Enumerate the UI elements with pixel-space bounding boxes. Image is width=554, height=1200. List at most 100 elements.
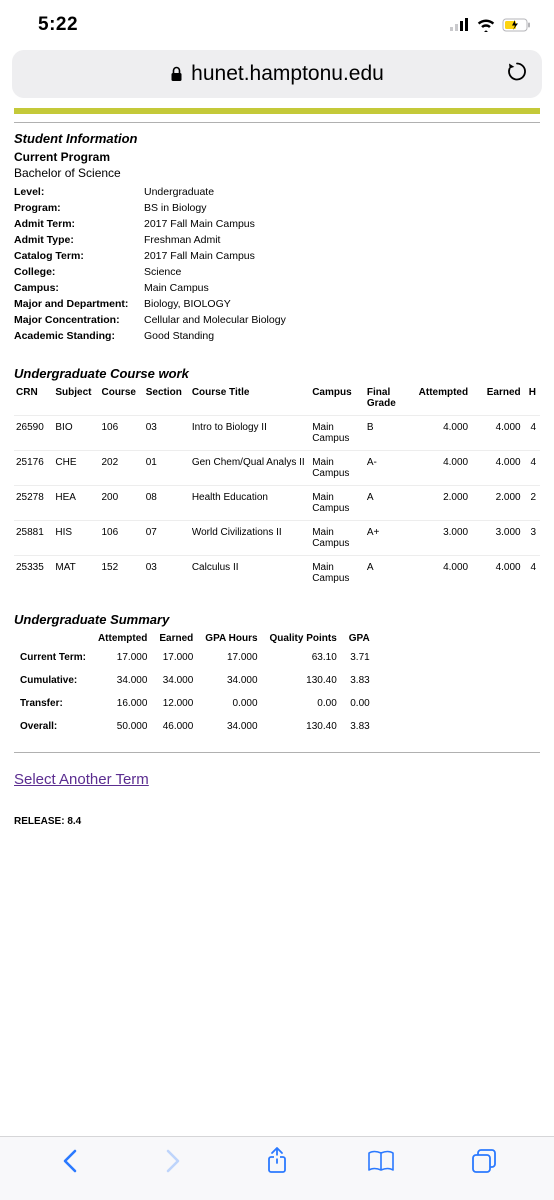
- status-bar: 5:22: [0, 0, 554, 44]
- cell: 152: [99, 556, 143, 591]
- table-header-row: AttemptedEarnedGPA HoursQuality PointsGP…: [14, 631, 376, 646]
- refresh-icon: [506, 61, 528, 83]
- cell: 07: [144, 521, 190, 556]
- col-header: Attempted: [92, 631, 153, 646]
- info-row: Catalog Term:2017 Fall Main Campus: [14, 248, 540, 264]
- status-icons: [450, 18, 532, 32]
- info-value: Science: [144, 264, 540, 280]
- release-label: RELEASE: 8.4: [14, 816, 540, 827]
- info-label: Admit Term:: [14, 216, 144, 232]
- cell: Overall:: [14, 715, 92, 738]
- cell: 202: [99, 451, 143, 486]
- url-bar[interactable]: hunet.hamptonu.edu: [12, 50, 542, 98]
- tabs-icon: [470, 1148, 498, 1174]
- info-label: Academic Standing:: [14, 328, 144, 344]
- url-bar-wrap: hunet.hamptonu.edu: [0, 44, 554, 108]
- table-row: 25176CHE20201Gen Chem/Qual Analys IIMain…: [14, 451, 540, 486]
- cell: 01: [144, 451, 190, 486]
- cell: 50.000: [92, 715, 153, 738]
- cell: A: [365, 486, 409, 521]
- summary-title: Undergraduate Summary: [14, 612, 540, 627]
- share-button[interactable]: [255, 1139, 299, 1183]
- info-value: Main Campus: [144, 280, 540, 296]
- cell: 4.000: [409, 451, 472, 486]
- page-content: Student Information Current Program Bach…: [0, 108, 554, 827]
- cell: 0.00: [264, 692, 343, 715]
- info-row: Admit Term:2017 Fall Main Campus: [14, 216, 540, 232]
- cell: 17.000: [153, 646, 199, 669]
- cell: 26590: [14, 416, 53, 451]
- current-program-label: Current Program: [14, 150, 540, 164]
- cell: 63.10: [264, 646, 343, 669]
- cell: 106: [99, 416, 143, 451]
- col-header: Earned: [472, 385, 525, 416]
- cell: 3: [525, 521, 540, 556]
- info-value: Freshman Admit: [144, 232, 540, 248]
- info-label: Campus:: [14, 280, 144, 296]
- cell: 16.000: [92, 692, 153, 715]
- info-row: Level:Undergraduate: [14, 184, 540, 200]
- cell: A+: [365, 521, 409, 556]
- cell: Transfer:: [14, 692, 92, 715]
- cell: 200: [99, 486, 143, 521]
- cell: Main Campus: [310, 451, 365, 486]
- table-row: Overall:50.00046.00034.000130.403.83: [14, 715, 376, 738]
- cell: HIS: [53, 521, 99, 556]
- info-label: Major Concentration:: [14, 312, 144, 328]
- col-header: Campus: [310, 385, 365, 416]
- table-row: Transfer:16.00012.0000.0000.000.00: [14, 692, 376, 715]
- table-row: Cumulative:34.00034.00034.000130.403.83: [14, 669, 376, 692]
- chevron-left-icon: [61, 1148, 79, 1174]
- info-row: Major and Department:Biology, BIOLOGY: [14, 296, 540, 312]
- cell: 08: [144, 486, 190, 521]
- cell: Intro to Biology II: [190, 416, 310, 451]
- info-row: Campus:Main Campus: [14, 280, 540, 296]
- wifi-icon: [476, 18, 496, 32]
- bookmarks-button[interactable]: [359, 1139, 403, 1183]
- info-value: 2017 Fall Main Campus: [144, 216, 540, 232]
- cell: 34.000: [92, 669, 153, 692]
- cell: 3.000: [409, 521, 472, 556]
- cell: 2: [525, 486, 540, 521]
- info-value: Cellular and Molecular Biology: [144, 312, 540, 328]
- cell: Health Education: [190, 486, 310, 521]
- info-rows: Level:UndergraduateProgram:BS in Biology…: [14, 184, 540, 344]
- back-button[interactable]: [48, 1139, 92, 1183]
- info-label: Major and Department:: [14, 296, 144, 312]
- coursework-table: CRNSubjectCourseSectionCourse TitleCampu…: [14, 385, 540, 590]
- accent-bar: [14, 108, 540, 114]
- cell: 03: [144, 416, 190, 451]
- table-header-row: CRNSubjectCourseSectionCourse TitleCampu…: [14, 385, 540, 416]
- cell: Gen Chem/Qual Analys II: [190, 451, 310, 486]
- col-header: Subject: [53, 385, 99, 416]
- cell: 130.40: [264, 715, 343, 738]
- clock: 5:22: [38, 14, 78, 36]
- col-header: Quality Points: [264, 631, 343, 646]
- col-header: Final Grade: [365, 385, 409, 416]
- cell: 12.000: [153, 692, 199, 715]
- col-header: Course: [99, 385, 143, 416]
- rule: [14, 122, 540, 123]
- battery-icon: [502, 18, 532, 32]
- cell: 34.000: [199, 715, 263, 738]
- select-term-link[interactable]: Select Another Term: [14, 771, 540, 788]
- cell: 3.71: [343, 646, 376, 669]
- cell: 0.000: [199, 692, 263, 715]
- cell: 4.000: [472, 451, 525, 486]
- cell: 46.000: [153, 715, 199, 738]
- coursework-title: Undergraduate Course work: [14, 366, 540, 381]
- forward-button: [151, 1139, 195, 1183]
- refresh-button[interactable]: [506, 61, 528, 88]
- cell: World Civilizations II: [190, 521, 310, 556]
- cell: A: [365, 556, 409, 591]
- cell: 4.000: [472, 556, 525, 591]
- info-label: College:: [14, 264, 144, 280]
- cell: A-: [365, 451, 409, 486]
- col-header: Section: [144, 385, 190, 416]
- student-info-title: Student Information: [14, 131, 540, 146]
- col-header: CRN: [14, 385, 53, 416]
- cell: 17.000: [92, 646, 153, 669]
- cell: 0.00: [343, 692, 376, 715]
- tabs-button[interactable]: [462, 1139, 506, 1183]
- info-row: Admit Type:Freshman Admit: [14, 232, 540, 248]
